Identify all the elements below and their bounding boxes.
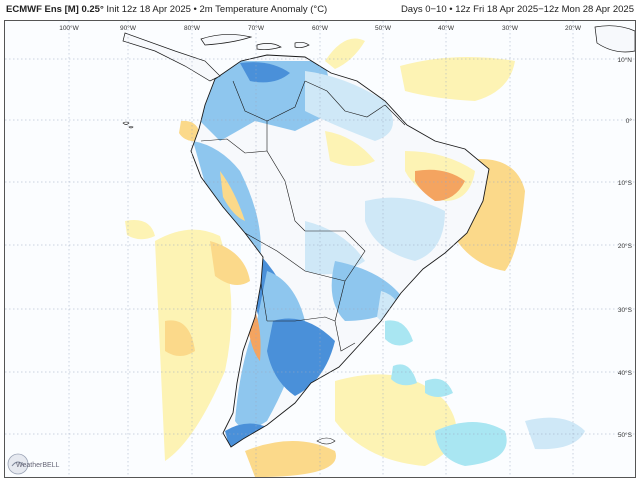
lon-label: 90°W: [120, 24, 137, 32]
lon-label: 100°W: [59, 24, 79, 32]
lon-label: 50°W: [375, 24, 392, 32]
central-america: [122, 25, 635, 82]
lon-label: 80°W: [184, 24, 201, 32]
title-bar: ECMWF Ens [M] 0.25° Init 12z 18 Apr 2025…: [0, 0, 640, 20]
graticule: [5, 21, 635, 477]
lat-label: 30°S: [618, 306, 633, 314]
lon-label: 40°W: [438, 24, 455, 32]
lon-label: 30°W: [502, 24, 519, 32]
valid-period: Days 0−10 • 12z Fri 18 Apr 2025−12z Mon …: [400, 4, 634, 15]
falkland-islands: [316, 437, 336, 445]
init-info: Init 12z 18 Apr 2025 • 2m Temperature An…: [106, 4, 328, 15]
lon-label: 20°W: [565, 24, 582, 32]
lon-label: 70°W: [248, 24, 265, 32]
lon-label: 60°W: [312, 24, 329, 32]
model-name: ECMWF Ens [M] 0.25°: [6, 4, 104, 15]
lat-label: 10°N: [617, 56, 632, 64]
lat-label: 20°S: [618, 242, 633, 250]
anomaly-map[interactable]: 100°W 90°W 80°W 70°W 60°W 50°W 40°W 30°W…: [5, 21, 635, 477]
title-left: ECMWF Ens [M] 0.25° Init 12z 18 Apr 2025…: [6, 0, 327, 20]
lat-label: 50°S: [618, 431, 633, 439]
logo-text: WeatherBELL: [16, 462, 60, 469]
weatherbell-logo: WeatherBELL: [7, 453, 60, 475]
country-borders: [200, 80, 406, 352]
map-frame[interactable]: 100°W 90°W 80°W 70°W 60°W 50°W 40°W 30°W…: [4, 20, 636, 478]
lat-label: 0°: [626, 117, 633, 125]
ocean-anomaly-layer: [125, 38, 585, 477]
lat-label: 40°S: [618, 369, 633, 377]
lat-label: 10°S: [618, 179, 633, 187]
latitude-labels: 10°N 0° 10°S 20°S 30°S 40°S 50°S: [617, 56, 632, 439]
longitude-labels: 100°W 90°W 80°W 70°W 60°W 50°W 40°W 30°W…: [59, 24, 582, 32]
galapagos: [122, 121, 134, 129]
